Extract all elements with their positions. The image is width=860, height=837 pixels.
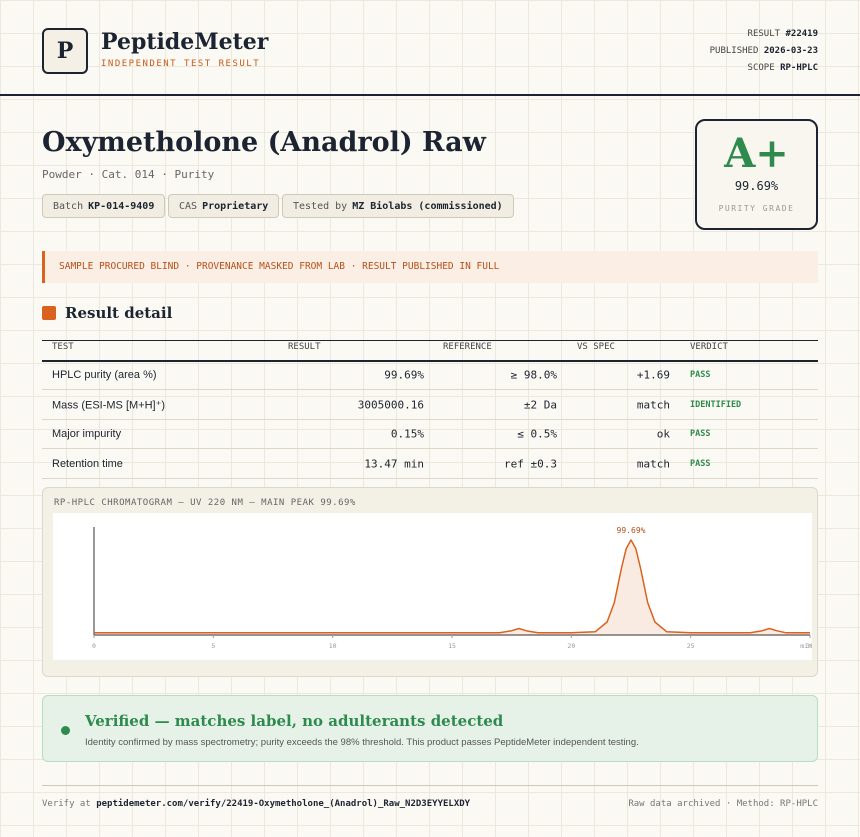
- tag-label: Batch: [53, 200, 84, 212]
- x-tick-label: 5: [211, 642, 215, 650]
- table-row: Retention time 13.47 min ref ±0.3 match PASS: [42, 450, 818, 479]
- meta-label: PUBLISHED: [709, 46, 759, 56]
- verify-url: peptidemeter.com/verify/22419-Oxymetholo…: [96, 799, 471, 809]
- x-tick-label: 25: [687, 642, 695, 650]
- meta-label: RESULT: [747, 29, 781, 39]
- grade-label: PURITY GRADE: [718, 204, 795, 213]
- tag: Batch KP-014-9409: [42, 194, 166, 218]
- table-cell: ±2 Da: [523, 398, 557, 411]
- x-tick-label: 0: [92, 642, 96, 650]
- chart-title: RP-HPLC CHROMATOGRAM — UV 220 NM — MAIN …: [54, 498, 356, 508]
- tag-label: CAS: [179, 200, 198, 212]
- verify-label: Verify at: [42, 799, 91, 809]
- meta-line: PUBLISHED 2026-03-23: [710, 46, 818, 56]
- table-cell: match: [636, 457, 670, 470]
- table-row: Mass (ESI-MS [M+H]⁺) 3005000.16 ±2 Da match…: [42, 391, 818, 420]
- meta-value: RP-HPLC: [780, 63, 818, 73]
- tag: CAS Proprietary: [168, 194, 280, 218]
- x-tick-label: 10: [329, 642, 337, 650]
- table-cell: ≥ 98.0%: [510, 368, 557, 382]
- verdict-panel: Verified — matches label, no adulterants…: [42, 695, 818, 762]
- product-title: Oxymetholone (Anadrol) Raw: [42, 127, 486, 158]
- table-cell: 99.69%: [384, 368, 424, 382]
- footer-left: Verify at peptidemeter.com/verify/22419-…: [42, 799, 470, 809]
- table-cell: match: [636, 398, 670, 411]
- meta-value: 2026-03-23: [763, 46, 818, 56]
- tagline: INDEPENDENT TEST RESULT: [101, 59, 261, 69]
- verdict-detail: Identity confirmed by mass spectrometry;…: [85, 737, 639, 748]
- table-cell: ok: [656, 427, 670, 441]
- table-cell: Retention time: [52, 457, 123, 470]
- grade-value: 99.69%: [734, 179, 779, 193]
- verdict-badge: PASS: [690, 429, 711, 439]
- x-axis-label: min: [800, 642, 812, 650]
- tag: Tested by MZ Biolabs (commissioned): [282, 194, 514, 218]
- footer-rule: [42, 785, 818, 786]
- verdict-badge: IDENTIFIED: [690, 399, 742, 410]
- grade-letter: A+: [724, 130, 789, 177]
- column-header: VERDICT: [690, 341, 728, 352]
- brand: PeptideMeter: [101, 29, 269, 55]
- x-tick-label: 15: [448, 642, 456, 650]
- meta-value: #22419: [785, 29, 818, 39]
- section-title: Result detail: [65, 304, 173, 322]
- verdict-headline: Verified — matches label, no adulterants…: [85, 712, 504, 730]
- table-cell: ≤ 0.5%: [517, 427, 557, 441]
- column-header: RESULT: [288, 341, 321, 352]
- banner: SAMPLE PROCURED BLIND · PROVENANCE MASKE…: [42, 251, 818, 283]
- table-cell: 13.47 min: [364, 457, 424, 470]
- table-cell: HPLC purity (area %): [52, 369, 157, 381]
- header-rule: [0, 94, 860, 96]
- verdict-badge: PASS: [690, 458, 711, 469]
- x-tick-label: 20: [567, 642, 575, 650]
- tag-value: MZ Biolabs (commissioned): [352, 200, 503, 212]
- table-cell: 0.15%: [390, 427, 424, 441]
- meta-line: RESULT #22419: [748, 29, 818, 39]
- chart-panel: RP-HPLC CHROMATOGRAM — UV 220 NM — MAIN …: [42, 487, 818, 677]
- peak-area: [94, 540, 810, 635]
- table-cell: ref ±0.3: [504, 457, 557, 470]
- grade-card: A+ 99.69% PURITY GRADE: [695, 119, 818, 230]
- logo: P: [42, 28, 88, 74]
- section-marker: [42, 306, 56, 320]
- table-cell: Major impurity: [52, 428, 122, 440]
- meta-label: SCOPE: [747, 63, 775, 73]
- verdict-badge: PASS: [690, 370, 711, 380]
- column-header: REFERENCE: [443, 341, 492, 352]
- table-header: TEST RESULT REFERENCE VS SPEC VERDICT: [42, 333, 818, 362]
- table-top-rule: [42, 340, 818, 341]
- table-cell: Mass (ESI-MS [M+H]⁺): [52, 399, 166, 411]
- tag-value: Proprietary: [202, 200, 269, 212]
- tag-value: KP-014-9409: [88, 200, 155, 212]
- peak-label: 99.69%: [617, 526, 646, 535]
- column-header: TEST: [52, 341, 74, 352]
- table-cell: 3005000.16: [357, 398, 424, 411]
- chromatogram-line: [94, 539, 810, 634]
- footer-right: Raw data archived · Method: RP-HPLC: [628, 799, 818, 809]
- column-header: VS SPEC: [577, 341, 615, 352]
- x-tick-label: 30: [806, 642, 812, 650]
- verdict-dot: [61, 726, 70, 735]
- meta-line: SCOPE RP-HPLC: [748, 63, 818, 73]
- table-cell: +1.69: [636, 368, 670, 382]
- tag-label: Tested by: [293, 200, 348, 212]
- product-subtitle: Powder · Cat. 014 · Purity: [42, 168, 215, 181]
- table-row: HPLC purity (area %) 99.69% ≥ 98.0% +1.69 PA…: [42, 361, 818, 390]
- table-row: Major impurity 0.15% ≤ 0.5% ok PASS: [42, 420, 818, 449]
